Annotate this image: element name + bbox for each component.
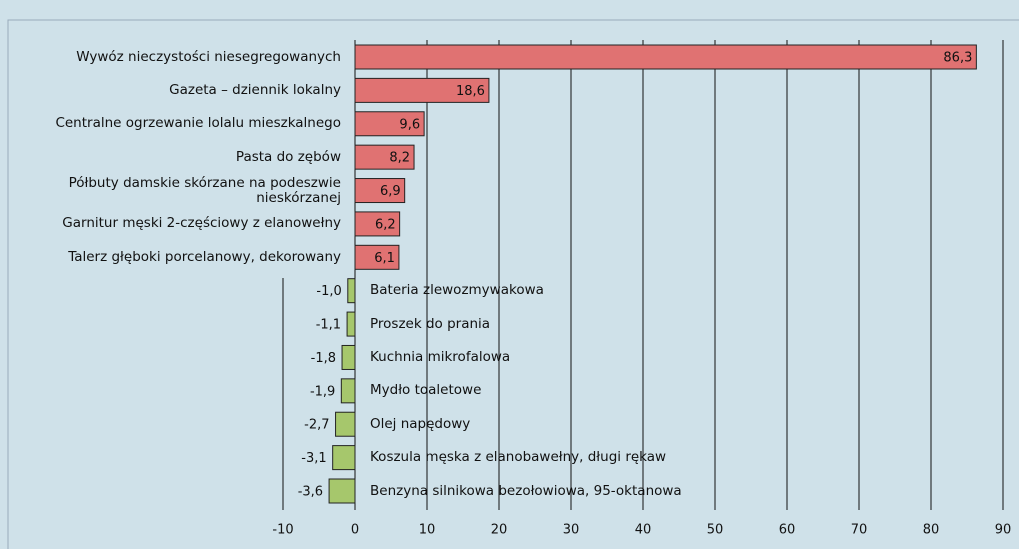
category-label: Koszula męska z elanobawełny, długi ręka… [370, 449, 667, 466]
category-label: Pasta do zębów [235, 148, 341, 165]
x-tick-label: 20 [491, 523, 508, 538]
value-label: 86,3 [943, 51, 972, 66]
bar [347, 278, 356, 304]
value-label: -2,7 [304, 418, 329, 433]
bar [354, 111, 425, 137]
value-label: 6,1 [374, 251, 395, 266]
bar [340, 378, 356, 404]
value-label: 9,6 [399, 117, 420, 132]
category-label: Garnitur męski 2-częściowy z elanowełny [62, 215, 341, 232]
bar [354, 144, 415, 170]
x-tick-label: 80 [923, 523, 940, 538]
x-tick-label: 50 [707, 523, 724, 538]
bar [335, 411, 356, 437]
frame [7, 19, 1019, 549]
x-tick-label: 40 [635, 523, 652, 538]
value-label: 6,9 [380, 184, 401, 199]
x-tick-label: -10 [272, 523, 293, 538]
bar [354, 77, 490, 103]
category-label: Benzyna silnikowa bezołowiowa, 95-oktano… [370, 482, 682, 499]
bar [341, 344, 356, 370]
category-label: Kuchnia mikrofalowa [370, 348, 511, 365]
x-tick-label: 30 [563, 523, 580, 538]
category-label: Bateria zlewozmywakowa [370, 282, 544, 299]
bar [354, 44, 977, 70]
value-label: -1,1 [316, 318, 341, 333]
bar [354, 178, 406, 204]
x-tick-label: 70 [851, 523, 868, 538]
bar [354, 244, 400, 270]
value-label: 18,6 [456, 84, 485, 99]
category-label: Talerz głęboki porcelanowy, dekorowany [68, 248, 341, 265]
x-tick-label: 90 [995, 523, 1012, 538]
bar [354, 211, 401, 237]
category-label: Wywóz nieczystości niesegregowanych [76, 48, 341, 65]
value-label: -3,1 [301, 451, 326, 466]
value-label: 8,2 [389, 151, 410, 166]
value-label: -1,0 [316, 284, 341, 299]
value-label: 6,2 [375, 217, 396, 232]
x-tick-label: 0 [351, 523, 359, 538]
category-label: Gazeta – dziennik lokalny [169, 81, 341, 98]
value-label: -3,6 [298, 485, 323, 500]
bar [328, 478, 356, 504]
bar [332, 445, 356, 471]
category-label: Mydło toaletowe [370, 382, 482, 399]
category-label: Olej napędowy [370, 415, 471, 432]
x-tick-label: 60 [779, 523, 796, 538]
value-label: -1,8 [311, 351, 336, 366]
bar [346, 311, 356, 337]
category-label: Półbuty damskie skórzane na podeszwie ni… [68, 174, 341, 206]
value-label: -1,9 [310, 384, 335, 399]
x-tick-label: 10 [419, 523, 436, 538]
category-label: Centralne ogrzewanie lolalu mieszkalnego [55, 115, 341, 132]
category-label: Proszek do prania [370, 315, 491, 332]
